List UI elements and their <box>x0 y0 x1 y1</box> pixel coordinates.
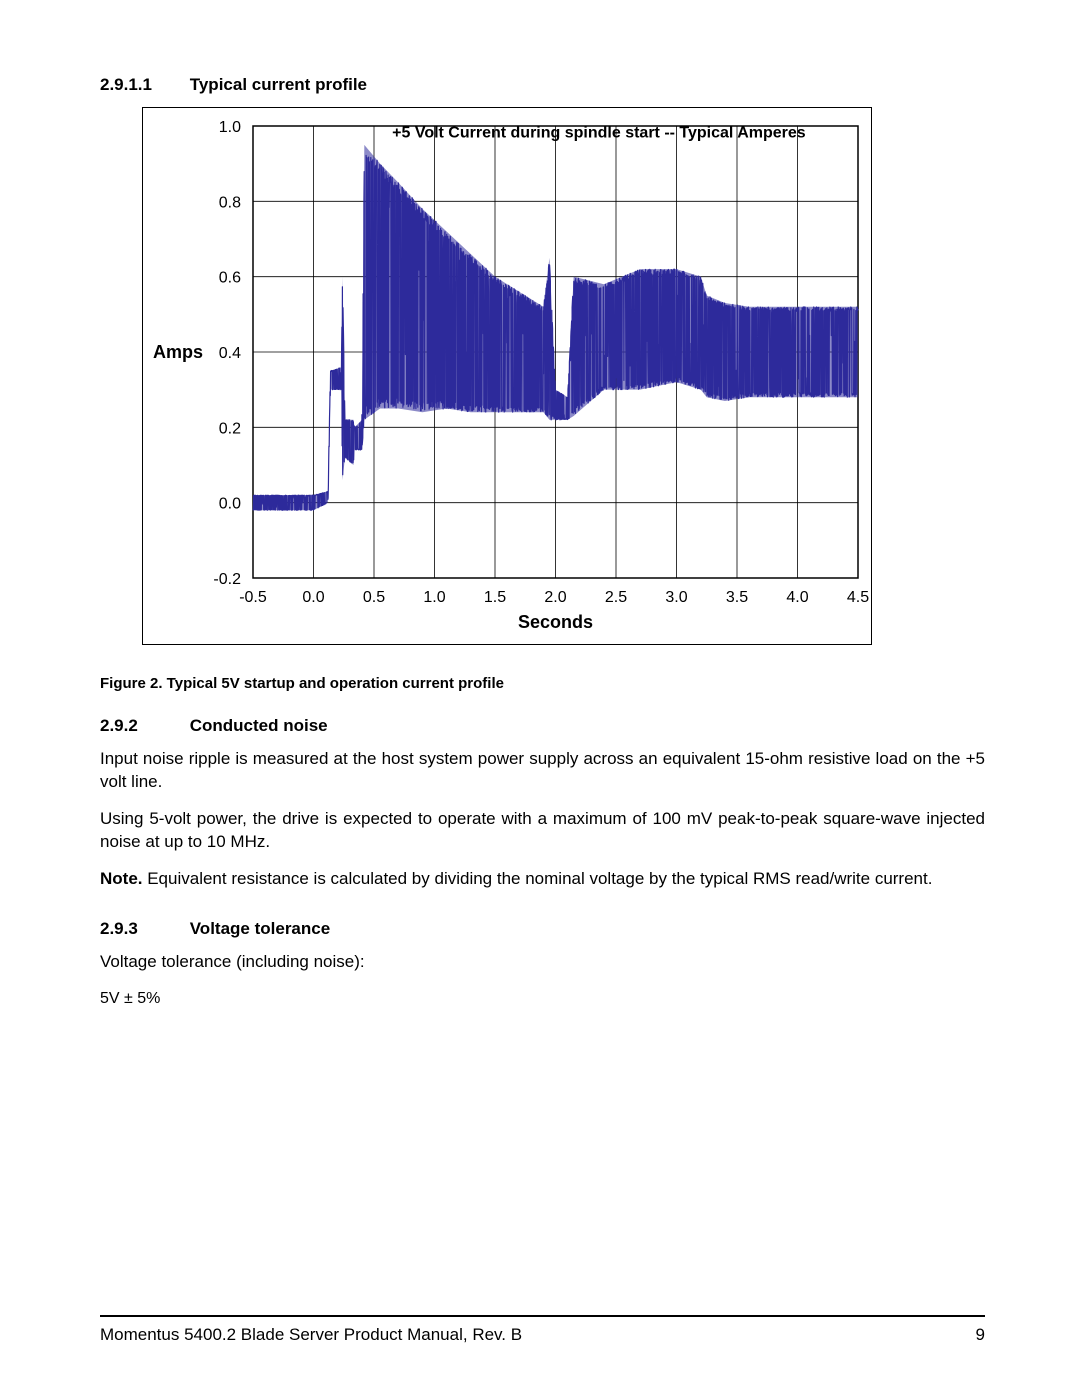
section-2911-heading: 2.9.1.1 Typical current profile <box>100 75 985 95</box>
svg-text:0.8: 0.8 <box>219 194 241 211</box>
svg-text:0.6: 0.6 <box>219 270 241 287</box>
svg-text:0.2: 0.2 <box>219 420 241 437</box>
footer-page-number: 9 <box>976 1325 985 1345</box>
svg-text:0.0: 0.0 <box>219 496 241 513</box>
svg-text:+5 Volt Current during spindle: +5 Volt Current during spindle start -- … <box>392 124 806 141</box>
svg-text:4.0: 4.0 <box>786 589 808 606</box>
page: 2.9.1.1 Typical current profile -0.5 0.0 0… <box>0 0 1080 1397</box>
para-noise-ripple: Input noise ripple is measured at the ho… <box>100 748 985 794</box>
svg-text:2.0: 2.0 <box>544 589 566 606</box>
para-voltage-val: 5V ± 5% <box>100 988 985 1010</box>
note-label: Note. <box>100 869 143 888</box>
section-2911-title: Typical current profile <box>190 75 367 94</box>
footer-doc-title: Momentus 5400.2 Blade Server Product Man… <box>100 1325 522 1345</box>
para-injected-noise: Using 5-volt power, the drive is expecte… <box>100 808 985 854</box>
section-293-title: Voltage tolerance <box>190 919 330 938</box>
footer-rule <box>100 1315 985 1317</box>
page-footer: Momentus 5400.2 Blade Server Product Man… <box>100 1325 985 1345</box>
svg-text:-0.5: -0.5 <box>239 589 267 606</box>
para-note: Note. Equivalent resistance is calculate… <box>100 868 985 891</box>
svg-text:3.0: 3.0 <box>665 589 687 606</box>
figure-2-caption: Figure 2. Typical 5V startup and operati… <box>100 675 985 692</box>
figure-2-chart: -0.5 0.0 0.5 1.0 1.5 2.0 2.5 3.0 3.5 4.0 4.5 -0.2 0.… <box>142 107 872 645</box>
svg-text:3.5: 3.5 <box>726 589 748 606</box>
svg-text:1.0: 1.0 <box>423 589 445 606</box>
svg-text:4.5: 4.5 <box>847 589 869 606</box>
svg-text:0.4: 0.4 <box>219 345 241 362</box>
svg-text:1.5: 1.5 <box>484 589 506 606</box>
para-voltage-tol: Voltage tolerance (including noise): <box>100 951 985 974</box>
section-292-num: 2.9.2 <box>100 716 185 736</box>
svg-text:2.5: 2.5 <box>605 589 627 606</box>
svg-text:-0.2: -0.2 <box>213 571 241 588</box>
section-292-heading: 2.9.2 Conducted noise <box>100 716 985 736</box>
section-293-heading: 2.9.3 Voltage tolerance <box>100 919 985 939</box>
svg-text:0.5: 0.5 <box>363 589 385 606</box>
svg-text:0.0: 0.0 <box>302 589 324 606</box>
section-292-title: Conducted noise <box>190 716 328 735</box>
section-293-num: 2.9.3 <box>100 919 185 939</box>
svg-text:Amps: Amps <box>153 342 203 362</box>
section-2911-num: 2.9.1.1 <box>100 75 185 95</box>
note-text: Equivalent resistance is calculated by d… <box>143 869 933 888</box>
svg-text:Seconds: Seconds <box>518 612 593 632</box>
svg-text:1.0: 1.0 <box>219 119 241 136</box>
